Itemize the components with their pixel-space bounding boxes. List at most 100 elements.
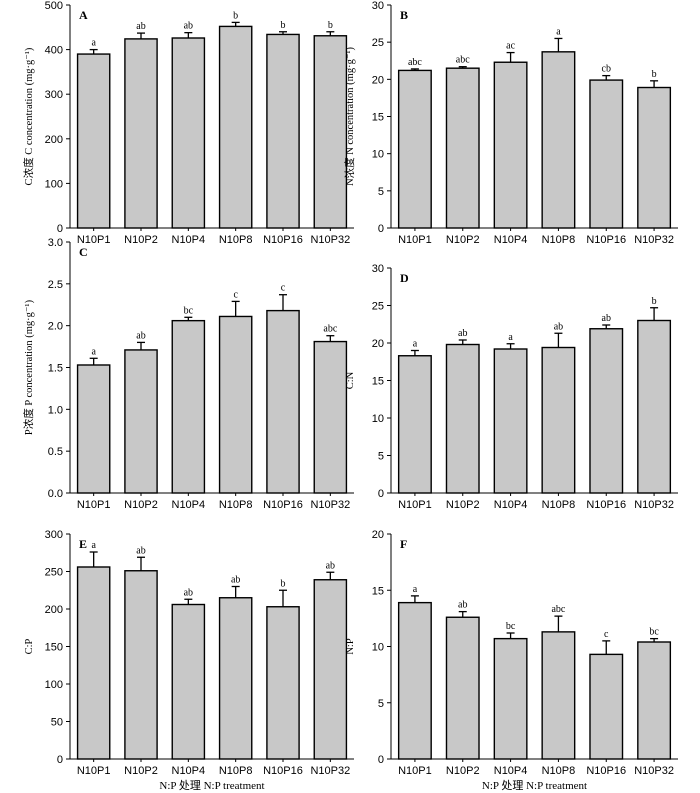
bar — [266, 33, 300, 229]
y-tick-label: 20 — [372, 74, 384, 86]
y-axis-title: C浓度 C concentration (mg·g⁻¹) — [22, 47, 35, 185]
significance-label: abc — [408, 57, 422, 68]
bar — [541, 631, 576, 760]
significance-label: bc — [649, 627, 659, 638]
bar — [445, 616, 480, 760]
significance-label: b — [652, 69, 657, 80]
significance-label: ab — [136, 21, 145, 32]
panel-letter: C — [79, 245, 88, 259]
significance-label: b — [328, 20, 333, 31]
y-tick-label: 3.0 — [48, 237, 63, 249]
bar — [218, 25, 253, 229]
significance-label: ab — [326, 560, 335, 571]
significance-label: ab — [458, 328, 467, 339]
x-tick-label: N10P2 — [446, 765, 480, 777]
x-tick-label: N10P4 — [494, 499, 528, 511]
bar — [76, 364, 111, 494]
x-tick-label: N10P32 — [310, 234, 350, 246]
panel-e: 0 50 100 150 200 250 300 a N10P1 ab N10P2 ab N10P4 ab… — [24, 529, 354, 792]
x-tick-label: N10P2 — [446, 499, 480, 511]
significance-label: abc — [551, 604, 565, 615]
x-tick-label: N10P32 — [634, 234, 674, 246]
y-axis-title: C:N — [345, 371, 356, 389]
x-tick-label: N10P2 — [446, 234, 480, 246]
x-tick-label: N10P16 — [586, 499, 626, 511]
x-tick-label: N10P4 — [172, 765, 206, 777]
x-tick-label: N10P1 — [77, 234, 111, 246]
bar — [541, 346, 576, 494]
significance-label: b — [652, 296, 657, 307]
bar — [171, 319, 206, 494]
x-axis-title: N:P 处理 N:P treatment — [159, 779, 264, 792]
y-tick-label: 2.0 — [48, 321, 63, 333]
significance-label: a — [91, 346, 96, 357]
bar — [76, 566, 111, 760]
significance-label: a — [91, 540, 96, 551]
bar — [218, 597, 253, 760]
y-tick-label: 20 — [372, 338, 384, 350]
y-tick-label: 1.5 — [48, 363, 63, 375]
bar — [266, 606, 300, 760]
y-tick-label: 400 — [45, 45, 63, 57]
y-tick-label: 15 — [372, 112, 384, 124]
bar — [313, 340, 348, 494]
y-tick-label: 50 — [51, 717, 63, 729]
significance-label: bc — [184, 305, 194, 316]
significance-label: abc — [456, 55, 470, 66]
y-tick-label: 5 — [378, 451, 384, 463]
bar — [589, 328, 624, 494]
x-tick-label: N10P8 — [219, 765, 253, 777]
x-tick-label: N10P8 — [219, 499, 253, 511]
x-tick-label: N10P2 — [124, 765, 158, 777]
x-tick-label: N10P32 — [634, 765, 674, 777]
y-axis-title: N:P — [345, 638, 356, 655]
significance-label: ab — [458, 600, 467, 611]
x-tick-label: N10P1 — [77, 765, 111, 777]
significance-label: bc — [506, 621, 516, 632]
y-tick-label: 15 — [372, 376, 384, 388]
y-tick-label: 25 — [372, 37, 384, 49]
significance-label: ab — [136, 330, 145, 341]
significance-label: a — [556, 26, 561, 37]
y-tick-label: 200 — [45, 134, 63, 146]
significance-label: a — [413, 584, 418, 595]
y-tick-label: 10 — [372, 149, 384, 161]
y-axis-title: C:P — [24, 638, 35, 654]
panel-letter: F — [400, 537, 407, 551]
y-tick-label: 5 — [378, 698, 384, 710]
y-tick-label: 0 — [57, 223, 63, 235]
significance-label: abc — [323, 324, 337, 335]
y-tick-label: 250 — [45, 567, 63, 579]
y-tick-label: 0.0 — [48, 488, 63, 500]
y-tick-label: 500 — [45, 0, 63, 12]
y-tick-label: 0 — [57, 754, 63, 766]
x-tick-label: N10P16 — [586, 234, 626, 246]
x-tick-label: N10P2 — [124, 234, 158, 246]
significance-label: ab — [231, 575, 240, 586]
bar — [397, 601, 432, 760]
significance-label: a — [508, 332, 513, 343]
y-tick-label: 1.0 — [48, 404, 63, 416]
x-tick-label: N10P32 — [634, 499, 674, 511]
significance-label: ab — [136, 545, 145, 556]
bar — [637, 86, 672, 229]
bar — [445, 67, 480, 229]
y-tick-label: 0 — [378, 223, 384, 235]
significance-label: c — [233, 289, 238, 300]
bar — [637, 641, 672, 760]
bar — [124, 349, 158, 494]
bar — [397, 355, 432, 494]
x-tick-label: N10P1 — [77, 499, 111, 511]
bar — [171, 37, 206, 229]
x-tick-label: N10P8 — [542, 234, 576, 246]
y-tick-label: 25 — [372, 301, 384, 313]
bar — [266, 309, 300, 494]
y-tick-label: 10 — [372, 642, 384, 654]
x-tick-label: N10P4 — [172, 234, 206, 246]
x-tick-label: N10P4 — [494, 234, 528, 246]
panel-f: 0 5 10 15 20 a N10P1 ab N10P2 bc N10P4 abc N10P8 c N10… — [345, 529, 678, 792]
bar — [313, 35, 348, 229]
bar — [493, 348, 528, 494]
y-tick-label: 0 — [378, 488, 384, 500]
